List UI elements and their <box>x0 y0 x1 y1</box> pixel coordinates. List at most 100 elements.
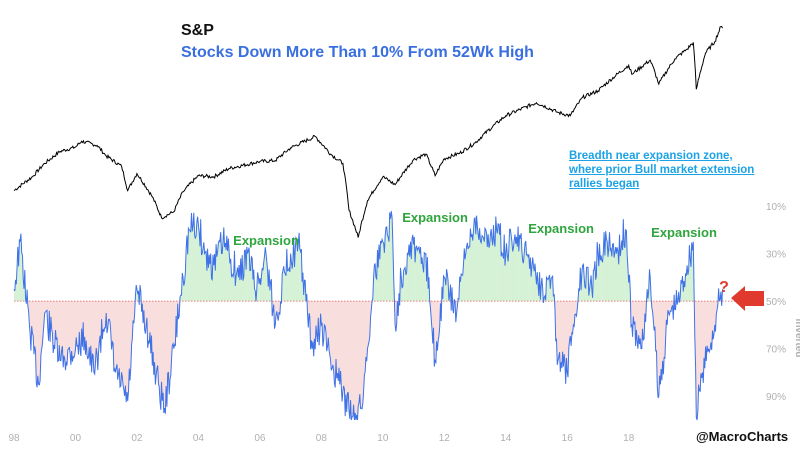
contraction-zone-fill <box>149 301 151 338</box>
contraction-zone-fill <box>84 301 86 346</box>
expansion-zone-fill <box>497 228 499 302</box>
expansion-zone-fill <box>249 259 251 302</box>
contraction-zone-fill <box>175 301 177 331</box>
contraction-zone-fill <box>326 301 328 349</box>
expansion-zone-fill <box>266 257 268 302</box>
expansion-zone-fill <box>551 277 553 302</box>
contraction-zone-fill <box>81 301 83 338</box>
contraction-zone-fill <box>119 301 121 378</box>
contraction-zone-fill <box>362 301 364 397</box>
expansion-zone-fill <box>480 242 482 302</box>
contraction-zone-fill <box>556 301 558 353</box>
contraction-zone-fill <box>359 301 361 399</box>
contraction-zone-fill <box>338 301 340 375</box>
expansion-zone-fill <box>601 258 603 302</box>
contraction-zone-fill <box>332 301 334 367</box>
expansion-zone-fill <box>196 219 198 302</box>
expansion-zone-fill <box>291 265 293 302</box>
contraction-zone-fill <box>559 301 561 362</box>
expansion-zone-fill <box>518 238 520 302</box>
contraction-zone-fill <box>115 301 117 371</box>
contraction-zone-fill <box>86 301 88 348</box>
expansion-zone-fill <box>425 253 427 302</box>
expansion-zone-fill <box>531 261 533 302</box>
contraction-zone-fill <box>700 301 702 383</box>
contraction-zone-fill <box>168 301 170 384</box>
contraction-zone-fill <box>61 301 63 349</box>
contraction-zone-fill <box>102 301 104 334</box>
expansion-zone-fill <box>401 282 403 302</box>
y-tick-label: 10% <box>766 202 786 213</box>
expansion-zone-fill <box>649 273 651 302</box>
expansion-zone-fill <box>187 241 189 302</box>
contraction-zone-fill <box>363 301 365 384</box>
expansion-zone-fill <box>412 236 414 302</box>
contraction-zone-fill <box>309 301 311 315</box>
expansion-zone-fill <box>190 231 192 302</box>
expansion-zone-fill <box>413 240 415 302</box>
contraction-zone-fill <box>276 301 278 314</box>
expansion-zone-fill <box>534 267 536 302</box>
contraction-zone-fill <box>275 301 277 320</box>
contraction-zone-fill <box>664 301 666 358</box>
expansion-zone-fill <box>485 231 487 302</box>
expansion-zone-fill <box>618 258 620 302</box>
expansion-zone-fill <box>263 259 265 302</box>
contraction-zone-fill <box>75 301 77 343</box>
contraction-zone-fill <box>662 301 664 368</box>
expansion-zone-fill <box>17 256 19 302</box>
expansion-zone-fill <box>207 258 209 302</box>
expansion-zone-fill <box>375 278 377 302</box>
expansion-zone-fill <box>481 239 483 302</box>
expansion-zone-fill <box>20 243 22 302</box>
expansion-zone-fill <box>627 262 629 302</box>
expansion-zone-fill <box>286 262 288 302</box>
contraction-zone-fill <box>560 301 562 367</box>
contraction-zone-fill <box>44 301 46 318</box>
expansion-zone-fill <box>520 236 522 302</box>
expansion-zone-fill <box>531 271 533 302</box>
expansion-zone-fill <box>479 234 481 302</box>
expansion-zone-fill <box>515 239 517 302</box>
contraction-zone-fill <box>132 301 134 330</box>
contraction-zone-fill <box>70 301 72 360</box>
contraction-zone-fill <box>637 301 639 342</box>
contraction-zone-fill <box>92 301 94 355</box>
expansion-zone-fill <box>446 271 448 302</box>
expansion-zone-fill <box>223 237 225 302</box>
contraction-zone-fill <box>53 301 55 349</box>
contraction-zone-fill <box>670 301 672 312</box>
contraction-zone-fill <box>28 301 30 318</box>
expansion-zone-fill <box>690 262 692 302</box>
expansion-zone-fill <box>287 270 289 302</box>
contraction-zone-fill <box>346 301 348 403</box>
contraction-zone-fill <box>706 301 708 354</box>
expansion-zone-fill <box>418 247 420 302</box>
expansion-zone-fill <box>515 240 517 302</box>
contraction-zone-fill <box>558 301 560 355</box>
expansion-zone-fill <box>509 229 511 302</box>
expansion-zone-fill <box>385 232 387 302</box>
expansion-zone-fill <box>614 255 616 302</box>
expansion-zone-fill <box>505 259 507 302</box>
contraction-zone-fill <box>76 301 78 342</box>
expansion-zone-fill <box>137 292 139 302</box>
expansion-zone-fill <box>521 256 523 302</box>
contraction-zone-fill <box>339 301 341 378</box>
expansion-zone-fill <box>382 240 384 302</box>
contraction-zone-fill <box>27 301 29 309</box>
contraction-zone-fill <box>165 301 167 400</box>
expansion-zone-fill <box>499 228 501 302</box>
contraction-zone-fill <box>709 301 711 351</box>
contraction-zone-fill <box>644 301 646 318</box>
contraction-zone-fill <box>365 301 367 365</box>
expansion-zone-fill <box>494 243 496 302</box>
expansion-zone-fill <box>294 258 296 302</box>
contraction-zone-fill <box>697 301 699 398</box>
contraction-zone-fill <box>330 301 332 366</box>
expansion-zone-fill <box>403 269 405 302</box>
contraction-zone-fill <box>640 301 642 344</box>
expansion-zone-fill <box>610 249 612 302</box>
contraction-zone-fill <box>564 301 566 373</box>
expansion-zone-fill <box>495 231 497 302</box>
